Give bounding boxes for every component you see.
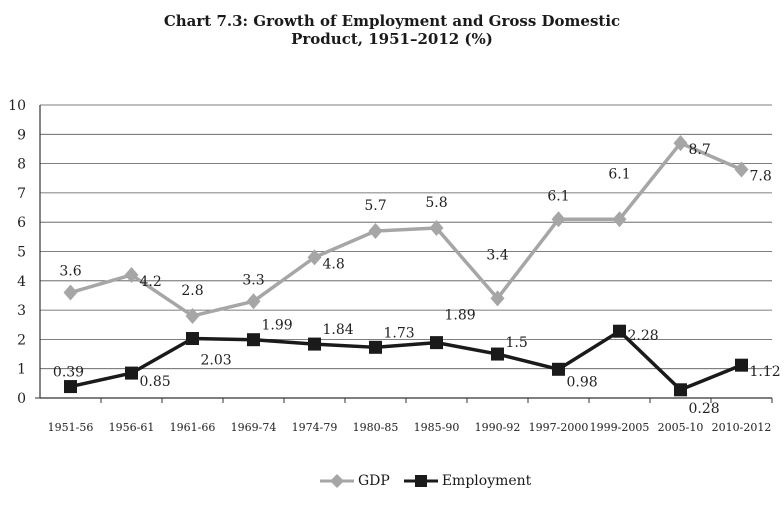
x-tick-label: 1985-90 xyxy=(414,421,460,434)
data-point-employment xyxy=(186,332,199,346)
legend-gdp-swatch xyxy=(320,474,354,488)
legend-employment-swatch xyxy=(403,475,438,487)
data-label: 5.7 xyxy=(364,198,386,214)
data-point-employment xyxy=(552,362,565,376)
data-point-employment xyxy=(674,383,687,397)
x-tick-label: 1956-61 xyxy=(109,421,155,434)
y-tick-label: 8 xyxy=(17,157,26,173)
y-tick-label: 2 xyxy=(17,332,26,348)
x-tick-label: 1990-92 xyxy=(475,421,521,434)
x-tick-label: 1974-79 xyxy=(292,421,338,434)
data-point-gdp xyxy=(734,161,749,178)
data-label: 2.03 xyxy=(201,353,232,369)
y-tick-label: 6 xyxy=(17,215,26,231)
data-label: 6.1 xyxy=(608,166,630,182)
x-tick-label: 1969-74 xyxy=(231,421,277,434)
data-label: 5.8 xyxy=(425,195,447,211)
chart-legend: GDP Employment xyxy=(320,470,545,492)
data-point-employment xyxy=(430,336,443,350)
data-point-gdp xyxy=(124,266,139,283)
y-tick-label: 4 xyxy=(17,274,26,290)
data-point-gdp xyxy=(368,222,383,239)
data-label: 3.3 xyxy=(242,272,264,288)
data-label: 1.84 xyxy=(323,322,354,338)
series-line-gdp xyxy=(70,141,743,318)
chart-subtitle: Product, 1951–2012 (%) xyxy=(291,30,493,48)
x-tick-label: 1997-2000 xyxy=(529,421,589,434)
x-tick-label: 1951-56 xyxy=(48,421,94,434)
data-point-employment xyxy=(125,366,138,380)
y-tick-label: 9 xyxy=(17,127,26,143)
legend-item-gdp: GDP xyxy=(320,473,390,489)
data-label: 3.4 xyxy=(486,247,508,263)
x-tick-label: 1980-85 xyxy=(353,421,399,434)
data-point-gdp xyxy=(673,135,688,152)
y-tick-label: 3 xyxy=(17,303,26,319)
data-point-gdp xyxy=(429,220,444,237)
data-label: 0.85 xyxy=(140,374,171,390)
chart-title: Chart 7.3: Growth of Employment and Gros… xyxy=(163,12,621,30)
data-label: 1.99 xyxy=(262,318,293,334)
data-label: 4.8 xyxy=(323,256,345,272)
data-label: 1.12 xyxy=(750,364,781,380)
data-label: 0.28 xyxy=(689,401,720,417)
legend-item-employment: Employment xyxy=(403,473,532,489)
series-line-employment xyxy=(70,329,743,392)
y-tick-label: 10 xyxy=(8,98,26,114)
x-tick-label: 1961-66 xyxy=(170,421,216,434)
data-label: 1.89 xyxy=(445,308,476,324)
data-point-gdp xyxy=(63,284,78,301)
data-label: 0.98 xyxy=(567,374,598,390)
legend-employment-label: Employment xyxy=(441,473,532,489)
data-label: 1.5 xyxy=(506,335,528,351)
y-tick-label: 0 xyxy=(17,391,26,407)
data-label: 1.73 xyxy=(384,325,415,341)
data-point-employment xyxy=(491,347,504,361)
y-tick-label: 7 xyxy=(17,186,26,202)
data-point-employment xyxy=(247,333,260,347)
y-tick-label: 5 xyxy=(17,245,26,261)
data-point-employment xyxy=(369,340,382,354)
data-point-gdp xyxy=(246,293,261,310)
legend-gdp-label: GDP xyxy=(358,473,390,489)
x-tick-label: 2010-2012 xyxy=(712,421,772,434)
data-point-gdp xyxy=(185,307,200,324)
data-point-employment xyxy=(613,324,626,338)
data-point-gdp xyxy=(551,211,566,228)
data-label: 2.28 xyxy=(628,328,659,344)
data-label: 4.2 xyxy=(140,274,162,290)
x-tick-label: 1999-2005 xyxy=(590,421,650,434)
data-label: 6.1 xyxy=(547,188,569,204)
data-label: 8.7 xyxy=(689,142,711,158)
x-tick-label: 2005-10 xyxy=(658,421,704,434)
data-point-employment xyxy=(64,380,77,394)
data-point-gdp xyxy=(490,290,505,307)
data-point-employment xyxy=(735,358,748,372)
data-point-gdp xyxy=(612,211,627,228)
y-tick-label: 1 xyxy=(17,362,26,378)
data-point-employment xyxy=(308,337,321,351)
data-label: 2.8 xyxy=(181,283,203,299)
data-label: 7.8 xyxy=(750,168,772,184)
data-label: 3.6 xyxy=(59,264,81,280)
data-label: 0.39 xyxy=(53,365,84,381)
data-point-gdp xyxy=(307,249,322,266)
